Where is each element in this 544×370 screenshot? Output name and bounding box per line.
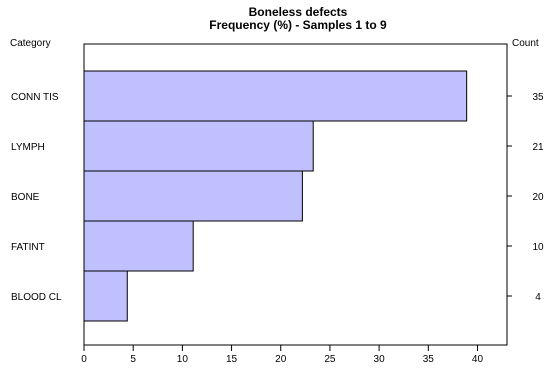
count-label-bone: 20 (532, 192, 544, 203)
x-tick-label-5: 5 (130, 354, 136, 365)
x-tick-label-40: 40 (472, 354, 484, 365)
count-label-blood-cl: 4 (535, 292, 541, 303)
category-label-fatint: FATINT (11, 242, 45, 253)
bar-fatint (83, 220, 194, 272)
bar-conn-tis (83, 70, 468, 122)
chart-subtitle: Frequency (%) - Samples 1 to 9 (209, 18, 387, 32)
count-label-fatint: 10 (532, 242, 544, 253)
left-axis-label: Category (10, 38, 51, 49)
x-tick-label-20: 20 (275, 354, 287, 365)
bar-lymph (83, 120, 314, 172)
x-tick-label-0: 0 (81, 354, 87, 365)
category-label-lymph: LYMPH (11, 142, 45, 153)
count-label-conn-tis: 35 (532, 92, 544, 103)
category-label-blood-cl: BLOOD CL (11, 292, 62, 303)
x-tick-label-15: 15 (226, 354, 238, 365)
category-label-bone: BONE (11, 192, 40, 203)
bars-group (83, 70, 468, 322)
right-axis-label: Count (512, 38, 539, 49)
x-tick-label-35: 35 (423, 354, 435, 365)
count-label-lymph: 21 (532, 142, 544, 153)
bar-blood-cl (83, 270, 128, 322)
x-axis: 0 5 10 15 20 25 30 35 40 (81, 345, 483, 365)
chart-title: Boneless defects (249, 5, 348, 19)
x-tick-label-25: 25 (324, 354, 336, 365)
x-tick-label-30: 30 (374, 354, 386, 365)
x-tick-label-10: 10 (177, 354, 189, 365)
bar-bone (83, 170, 303, 222)
category-label-conn-tis: CONN TIS (11, 92, 59, 103)
